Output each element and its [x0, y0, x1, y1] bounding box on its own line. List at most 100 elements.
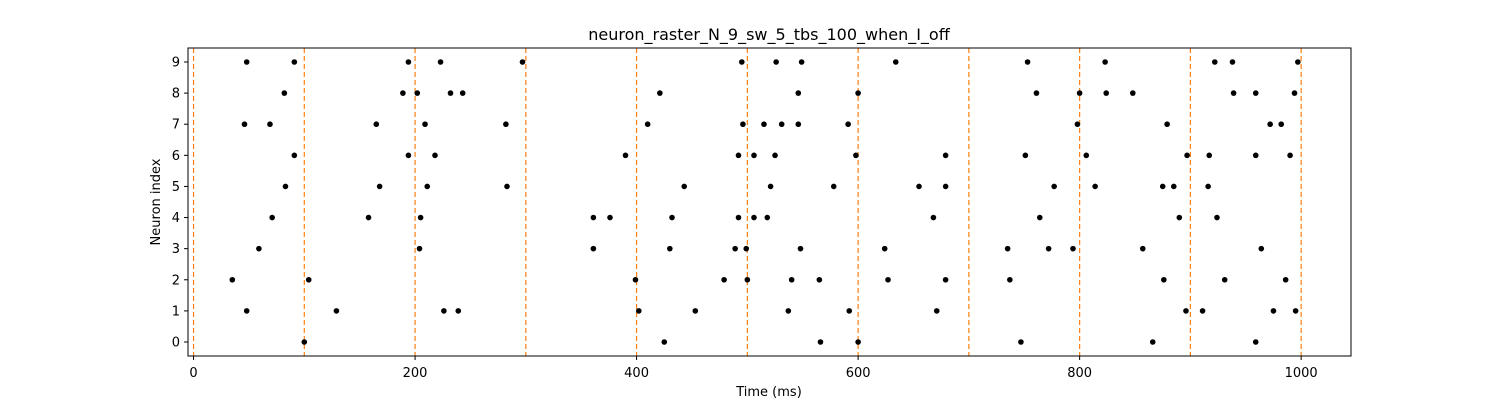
- spike-point: [417, 214, 424, 221]
- plot-frame: [187, 47, 1352, 357]
- y-axis-label: Neuron index: [149, 158, 164, 245]
- spike-point: [788, 276, 795, 283]
- x-axis-label: Time (ms): [735, 385, 802, 400]
- spike-point: [669, 214, 675, 221]
- spike-point: [751, 214, 757, 221]
- spike-point: [1252, 339, 1259, 345]
- spike-point: [667, 245, 673, 252]
- spike-point: [785, 308, 792, 314]
- spike-point: [778, 121, 785, 128]
- spike-point: [414, 90, 421, 96]
- spike-point: [764, 214, 771, 221]
- x-tick-label: 1000: [1285, 366, 1318, 381]
- y-tick-label: 6: [172, 149, 180, 164]
- spike-point: [1170, 183, 1177, 190]
- spike-point: [892, 59, 899, 65]
- spike-point: [681, 183, 688, 190]
- spike-point: [1045, 245, 1052, 252]
- spike-point: [241, 121, 248, 128]
- spike-point: [405, 152, 412, 159]
- spike-point: [243, 308, 250, 314]
- spike-point: [744, 276, 751, 283]
- spike-point: [942, 276, 949, 283]
- spike-point: [1074, 121, 1081, 128]
- spike-point: [519, 59, 526, 65]
- chart-title: neuron_raster_N_9_sw_5_tbs_100_when_I_of…: [588, 25, 950, 45]
- spike-point: [1270, 308, 1277, 314]
- spike-point: [1149, 339, 1156, 345]
- spike-point: [1199, 308, 1206, 314]
- spike-point: [1092, 183, 1098, 190]
- spike-point: [1229, 59, 1236, 65]
- spike-point: [590, 214, 597, 221]
- spike-point: [644, 121, 651, 128]
- x-tick-label: 400: [624, 366, 649, 381]
- spike-point: [1267, 121, 1273, 128]
- y-tick-label: 7: [172, 118, 180, 133]
- spike-point: [692, 308, 699, 314]
- spike-point: [607, 214, 613, 221]
- spike-point: [441, 308, 447, 314]
- spike-point: [1051, 183, 1057, 190]
- spike-point: [1295, 59, 1301, 65]
- spike-point: [795, 121, 802, 128]
- spike-point: [282, 183, 289, 190]
- spike-point: [1211, 59, 1218, 65]
- spike-point: [735, 214, 742, 221]
- spike-point: [795, 90, 802, 96]
- spike-point: [503, 121, 509, 128]
- spike-point: [1076, 90, 1083, 96]
- y-tick-label: 0: [172, 336, 180, 351]
- spike-point: [916, 183, 922, 190]
- x-tick-label: 800: [1067, 366, 1092, 381]
- spike-point: [933, 308, 940, 314]
- spike-point: [373, 121, 380, 128]
- spike-point: [291, 59, 298, 65]
- y-tick-label: 2: [172, 273, 180, 288]
- spike-point: [365, 214, 372, 221]
- spike-point: [798, 59, 805, 65]
- spike-point: [622, 152, 629, 159]
- spike-point: [1292, 308, 1299, 314]
- spike-point: [732, 245, 738, 252]
- spike-point: [930, 214, 937, 221]
- spike-point: [942, 152, 949, 159]
- spike-point: [1252, 152, 1259, 159]
- spike-point: [1278, 121, 1285, 128]
- spike-point: [855, 339, 861, 345]
- spike-point: [1282, 276, 1289, 283]
- reference-lines: [192, 48, 1302, 356]
- spike-point: [432, 152, 438, 159]
- spike-point: [636, 308, 642, 314]
- spike-points: [229, 59, 1301, 345]
- spike-point: [1070, 245, 1076, 252]
- spike-point: [305, 276, 312, 283]
- y-tick-label: 8: [172, 87, 180, 102]
- spike-point: [1103, 90, 1110, 96]
- spike-point: [751, 152, 757, 159]
- spike-point: [1287, 152, 1293, 159]
- spike-point: [1033, 90, 1040, 96]
- spike-point: [845, 121, 851, 128]
- spike-point: [740, 121, 746, 128]
- spike-point: [376, 183, 383, 190]
- spike-point: [447, 90, 454, 96]
- spike-point: [743, 245, 750, 252]
- spike-point: [1230, 90, 1237, 96]
- spike-point: [1139, 245, 1146, 252]
- y-axis-ticks: 0 1 2 3 4 5 6 7 8 9: [172, 56, 188, 351]
- spike-point: [291, 152, 298, 159]
- y-tick-label: 5: [172, 180, 180, 195]
- spike-point: [797, 245, 804, 252]
- spike-point: [1164, 121, 1170, 128]
- spike-point: [1205, 183, 1211, 190]
- spike-point: [657, 90, 663, 96]
- spike-point: [229, 276, 236, 283]
- spike-point: [1022, 152, 1029, 159]
- spike-point: [243, 59, 250, 65]
- spike-point: [1252, 90, 1259, 96]
- spike-point: [1291, 90, 1298, 96]
- spike-point: [504, 183, 510, 190]
- spike-point: [885, 276, 891, 283]
- spike-point: [853, 152, 859, 159]
